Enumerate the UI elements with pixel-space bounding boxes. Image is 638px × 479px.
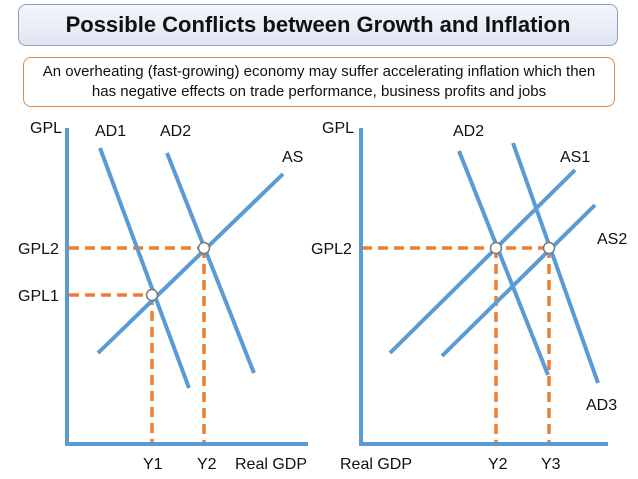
left-diagram: GPL AD1 AD2 AS GPL2 GPL1 Y1 Y2 Real GDP xyxy=(18,120,308,473)
left-label-ad1: AD1 xyxy=(95,123,126,140)
left-label-gpl1: GPL1 xyxy=(18,288,59,305)
left-label-y2: Y2 xyxy=(197,456,217,473)
right-label-y2: Y2 xyxy=(488,456,508,473)
title-banner: Possible Conflicts between Growth and In… xyxy=(18,4,618,46)
right-label-y3: Y3 xyxy=(541,456,561,473)
right-equilibrium-1 xyxy=(489,241,503,255)
right-diagram: GPL AD2 AS1 AS2 AD3 GPL2 Real GDP Y2 Y3 xyxy=(311,120,627,473)
right-x-axis-label: Real GDP xyxy=(340,456,412,473)
right-curve-ad2 xyxy=(457,150,550,376)
right-label-ad3: AD3 xyxy=(586,397,617,414)
right-label-ad2: AD2 xyxy=(453,123,484,140)
right-equilibrium-2 xyxy=(542,241,556,255)
right-curve-as1 xyxy=(388,168,577,355)
left-curve-ad2 xyxy=(165,152,256,374)
right-curve-as2 xyxy=(440,203,597,358)
left-curve-as xyxy=(96,172,285,355)
left-label-gpl2: GPL2 xyxy=(18,241,59,258)
subtitle-box: An overheating (fast-growing) economy ma… xyxy=(23,57,615,107)
left-x-axis-label: Real GDP xyxy=(235,456,307,473)
page-title: Possible Conflicts between Growth and In… xyxy=(65,12,571,37)
subtitle-text: An overheating (fast-growing) economy ma… xyxy=(42,63,596,100)
right-label-as2: AS2 xyxy=(597,231,627,248)
left-y-axis-label: GPL xyxy=(30,120,62,137)
left-equilibrium-2 xyxy=(197,241,211,255)
left-curve-ad1 xyxy=(98,147,191,389)
left-equilibrium-1 xyxy=(145,288,159,302)
left-label-as: AS xyxy=(282,149,303,166)
left-label-ad2: AD2 xyxy=(160,123,191,140)
right-label-as1: AS1 xyxy=(560,149,590,166)
right-y-axis-label: GPL xyxy=(322,120,354,137)
right-curve-ad3 xyxy=(511,142,600,384)
left-label-y1: Y1 xyxy=(143,456,163,473)
right-label-gpl2: GPL2 xyxy=(311,241,352,258)
